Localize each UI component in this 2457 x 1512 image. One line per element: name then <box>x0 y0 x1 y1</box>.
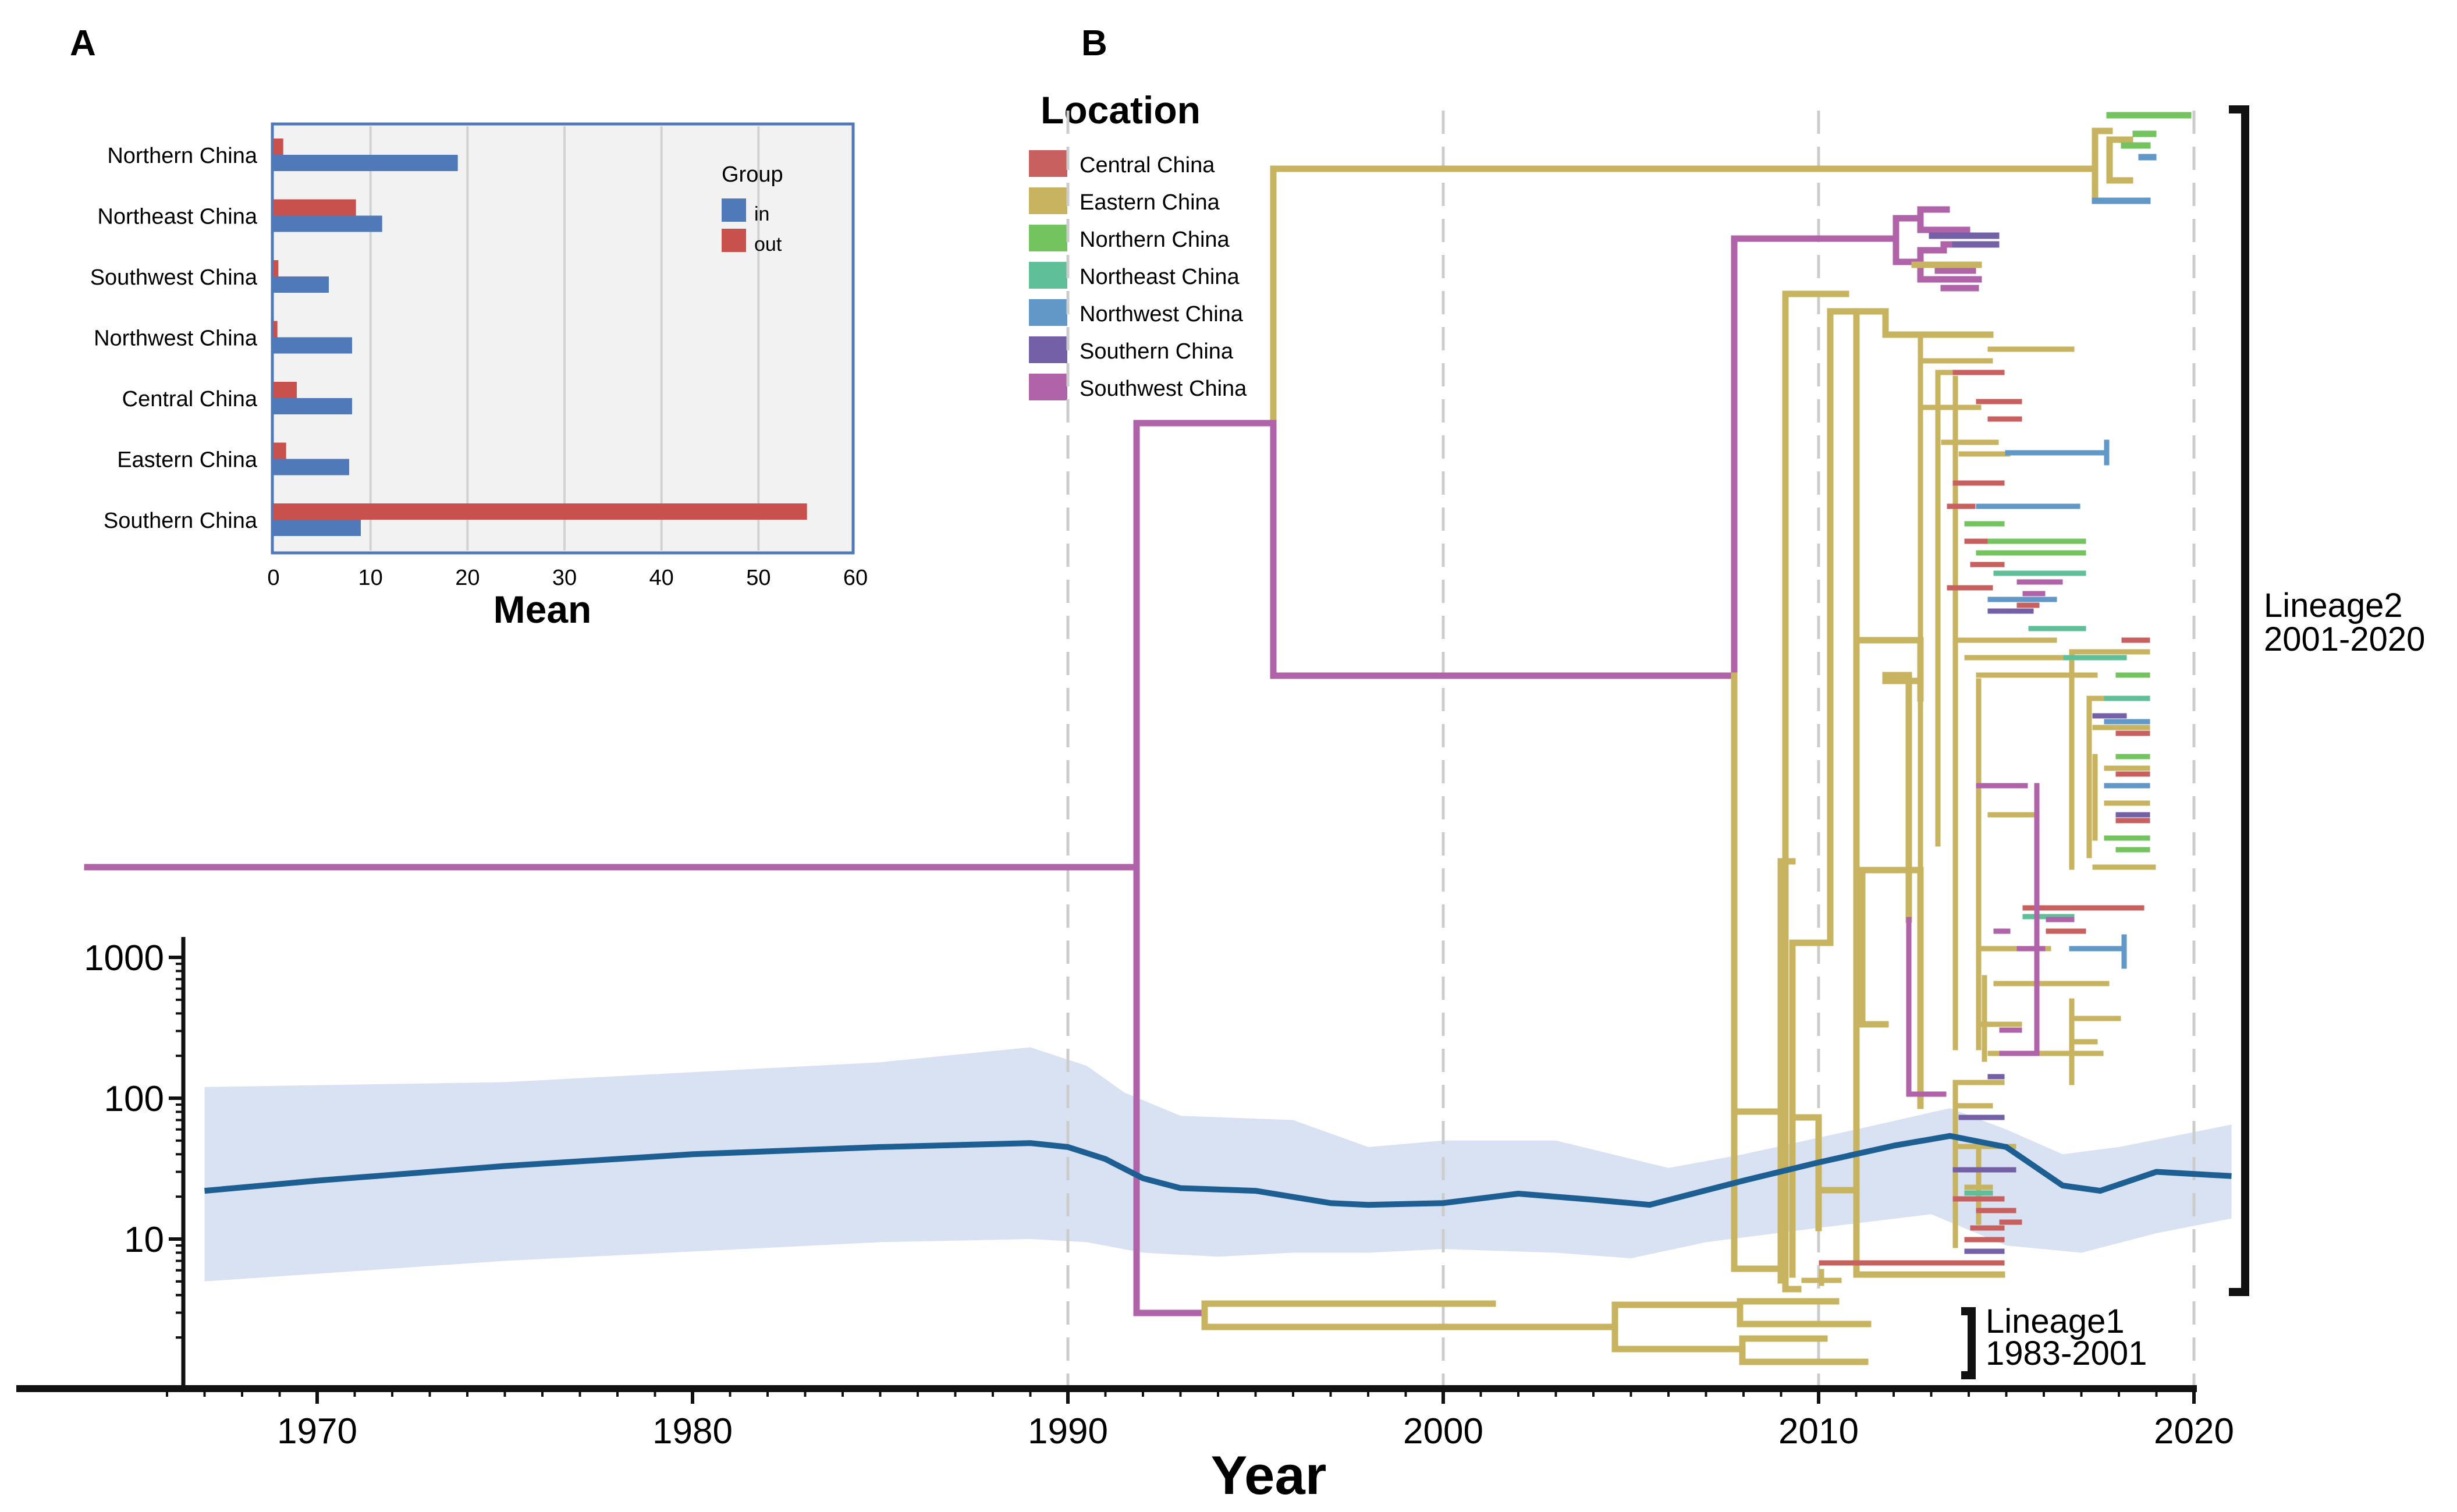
legend-label-out: out <box>754 233 782 255</box>
location-legend-label: Eastern China <box>1080 190 1220 215</box>
x-tick-label: 2000 <box>1403 1411 1483 1451</box>
tree-branch-southwest-link <box>1270 235 1899 679</box>
y-tick-label: 10 <box>124 1220 164 1260</box>
location-legend-swatch <box>1029 374 1067 400</box>
bar-category-label: Northern China <box>107 144 258 168</box>
bar-x-tick-label: 60 <box>843 566 868 590</box>
panel-label-a: A <box>70 23 96 63</box>
median-line <box>204 1133 2232 1208</box>
location-legend-label: Northern China <box>1080 228 1230 252</box>
year-axis: 1970 1980 1990 2000 2010 2020 Year <box>16 1385 2234 1506</box>
location-legend-label: Northeast China <box>1080 265 1240 289</box>
bar-in <box>274 276 329 293</box>
bar-out <box>274 260 279 276</box>
location-legend-swatch <box>1029 187 1067 214</box>
bar-in <box>274 215 382 232</box>
y-tick-label: 1000 <box>84 938 164 978</box>
location-legend-swatch <box>1029 299 1067 326</box>
lineage2-name: Lineage2 <box>2264 587 2403 624</box>
bar-in <box>274 520 361 536</box>
bar-out <box>274 382 297 398</box>
bar-out <box>274 503 807 520</box>
bar-x-tick-label: 50 <box>746 566 771 590</box>
tree-branch-eastern-backbone <box>1201 165 2099 1330</box>
bar-in <box>274 459 349 475</box>
location-legend: Location Central China Eastern China North… <box>1029 88 1247 401</box>
bar-chart-background <box>271 122 855 555</box>
legend-label-in: in <box>754 203 769 225</box>
x-tick-label: 1970 <box>277 1411 357 1451</box>
lineage2-bracket: Lineage2 2001-2020 <box>2229 105 2425 1296</box>
phylogenetic-tree <box>84 112 2192 1365</box>
x-tick-label: 2010 <box>1778 1411 1859 1451</box>
bar-out <box>274 139 283 155</box>
bar-x-tick-label: 30 <box>552 566 577 590</box>
location-legend-swatch <box>1029 150 1067 177</box>
bar-category-label: Northwest China <box>94 326 258 351</box>
year-axis-label: Year <box>1211 1444 1327 1506</box>
location-legend-label: Southwest China <box>1080 377 1247 401</box>
tree-branch-lower-clade <box>1801 1074 2022 1286</box>
tree-branch-root <box>84 420 1277 1316</box>
bar-chart-xlabel: Mean <box>493 588 592 631</box>
bar-out <box>274 199 356 216</box>
location-legend-label: Northwest China <box>1080 302 1244 326</box>
group-legend-title: Group <box>722 162 783 187</box>
bar-x-tick-label: 0 <box>267 566 279 590</box>
panel-a-bar-chart: Northern China Northeast China Southwest C… <box>90 122 868 631</box>
tree-branch-top-clade <box>2092 112 2192 204</box>
bar-x-tick-label: 40 <box>649 566 674 590</box>
tree-branch-southwest-clade <box>1893 206 2000 292</box>
location-legend-title: Location <box>1041 88 1201 132</box>
location-legend-label: Central China <box>1080 153 1215 178</box>
bar-category-label: Eastern China <box>117 448 258 473</box>
skyline-y-axis: 1000 100 10 <box>84 937 186 1385</box>
bar-category-label: Northeast China <box>97 205 257 229</box>
x-tick-label: 2020 <box>2154 1411 2234 1451</box>
bar-in <box>274 155 458 171</box>
bar-out <box>274 321 278 338</box>
lineage2-range: 2001-2020 <box>2264 620 2425 658</box>
bar-in <box>274 337 352 354</box>
hpd-band <box>204 1047 2232 1282</box>
legend-swatch-out <box>722 229 746 252</box>
bar-in <box>274 398 352 414</box>
x-tick-label: 1980 <box>652 1411 733 1451</box>
location-legend-swatch <box>1029 262 1067 289</box>
lineage1-range: 1983-2001 <box>1986 1334 2147 1372</box>
x-tick-label: 1990 <box>1028 1411 1108 1451</box>
tree-branch-dense-fringe <box>1906 332 2156 1109</box>
bar-x-tick-label: 10 <box>358 566 383 590</box>
location-legend-swatch <box>1029 225 1067 251</box>
location-legend-label: Southern China <box>1080 339 1234 364</box>
bar-x-tick-label: 20 <box>455 566 480 590</box>
bar-out <box>274 442 286 459</box>
tree-branch-lineage2-clade <box>1731 290 2005 1293</box>
tree-branch-lineage1 <box>1611 1298 1872 1365</box>
location-legend-swatch <box>1029 336 1067 363</box>
y-tick-label: 100 <box>104 1079 164 1119</box>
panel-label-b: B <box>1081 23 1107 63</box>
bar-category-label: Central China <box>122 387 258 411</box>
legend-swatch-in <box>722 198 746 222</box>
bar-category-label: Southwest China <box>90 265 258 290</box>
lineage1-bracket: Lineage1 1983-2001 <box>1961 1302 2147 1379</box>
bar-category-label: Southern China <box>104 509 258 533</box>
lineage1-name: Lineage1 <box>1986 1302 2125 1340</box>
